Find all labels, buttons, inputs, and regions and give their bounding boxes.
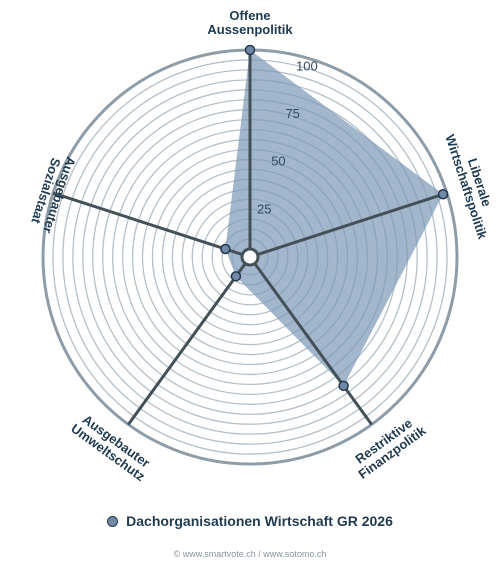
legend-marker	[107, 515, 119, 527]
chart-spokes	[52, 50, 448, 426]
axis-spoke	[248, 256, 373, 426]
data-point	[244, 44, 256, 56]
data-point	[437, 189, 449, 200]
chart-series-area	[225, 50, 444, 386]
chart-data-points	[220, 44, 449, 392]
data-point	[338, 380, 349, 392]
ring-label: 75	[285, 106, 299, 121]
axis-spoke	[127, 256, 252, 426]
chart-legend: Dachorganisationen Wirtschaft GR 2026	[0, 513, 500, 529]
axis-spoke	[52, 191, 251, 259]
axis-spoke	[249, 191, 448, 259]
data-point	[230, 271, 242, 282]
chart-center-hub	[240, 247, 260, 267]
series-area	[225, 50, 444, 386]
axis-label-line: Offene	[229, 8, 270, 23]
data-point	[220, 243, 231, 255]
footer-credit: © www.smartvote.ch / www.sotomo.ch	[173, 549, 327, 559]
ring-label: 25	[257, 201, 271, 216]
axis-label-line: Aussenpolitik	[207, 22, 293, 37]
ring-label: 50	[271, 154, 285, 169]
chart-ring-labels: 25 50 75 100	[257, 58, 318, 216]
legend-label: Dachorganisationen Wirtschaft GR 2026	[126, 513, 393, 529]
ring-label: 100	[296, 58, 318, 73]
